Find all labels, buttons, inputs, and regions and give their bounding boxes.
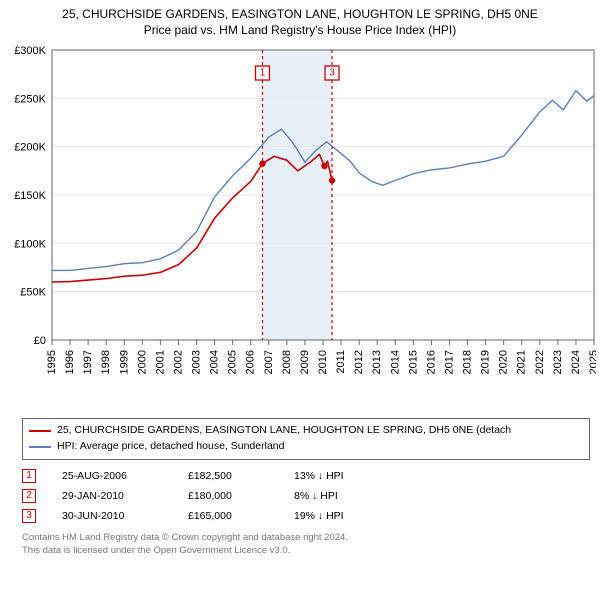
legend-label: HPI: Average price, detached house, Sund… [57,439,284,455]
svg-text:1996: 1996 [64,350,76,374]
svg-text:2012: 2012 [353,350,365,374]
svg-text:£100K: £100K [14,239,46,251]
svg-text:2011: 2011 [335,350,347,374]
footnote-line-1: Contains HM Land Registry data © Crown c… [22,532,348,543]
svg-text:2021: 2021 [516,350,528,374]
svg-text:1995: 1995 [46,350,58,374]
svg-text:2016: 2016 [425,350,437,374]
chart-svg: £0 £50K £100K £150K £200K £250K £300K 1995 1996 1… [4,42,596,412]
transaction-row: 1 25-AUG-2006 £182,500 13% ↓ HPI [22,466,590,486]
svg-text:£250K: £250K [14,94,46,106]
title-line-2: Price paid vs. HM Land Registry's House … [144,23,456,37]
chart-container: 25, CHURCHSIDE GARDENS, EASINGTON LANE, … [0,0,600,568]
transaction-diff: 13% ↓ HPI [294,470,394,482]
svg-text:2024: 2024 [570,350,582,374]
svg-text:£200K: £200K [14,142,46,154]
legend-item: 25, CHURCHSIDE GARDENS, EASINGTON LANE, … [29,423,583,439]
svg-text:£50K: £50K [20,287,46,299]
chart-plot-area: £0 £50K £100K £150K £200K £250K £300K 1995 1996 1… [4,42,596,412]
transaction-marker: 3 [22,509,36,523]
transaction-diff: 8% ↓ HPI [294,490,394,502]
svg-text:2008: 2008 [281,350,293,374]
transaction-price: £182,500 [188,470,268,482]
transaction-row: 2 29-JAN-2010 £180,000 8% ↓ HPI [22,486,590,506]
svg-text:2025: 2025 [588,350,596,374]
svg-text:2005: 2005 [227,350,239,374]
transaction-marker: 2 [22,489,36,503]
legend-box: 25, CHURCHSIDE GARDENS, EASINGTON LANE, … [22,418,590,460]
svg-text:2018: 2018 [462,350,474,374]
svg-text:£300K: £300K [14,45,46,57]
svg-text:1: 1 [260,68,266,79]
svg-text:2010: 2010 [317,350,329,374]
svg-text:2002: 2002 [172,350,184,374]
svg-text:2014: 2014 [389,350,401,374]
svg-text:3: 3 [329,68,335,79]
transactions-table: 1 25-AUG-2006 £182,500 13% ↓ HPI 2 29-JAN-201… [22,466,590,526]
svg-text:1999: 1999 [118,350,130,374]
transaction-price: £165,000 [188,510,268,522]
svg-text:2003: 2003 [191,350,203,374]
svg-text:2019: 2019 [480,350,492,374]
transaction-row: 3 30-JUN-2010 £165,000 19% ↓ HPI [22,506,590,526]
svg-text:2004: 2004 [209,350,221,374]
svg-text:2015: 2015 [407,350,419,374]
svg-text:2023: 2023 [552,350,564,374]
svg-text:£0: £0 [34,335,46,347]
svg-text:2007: 2007 [263,350,275,374]
svg-text:1997: 1997 [82,350,94,374]
legend-item: HPI: Average price, detached house, Sund… [29,439,583,455]
footnote: Contains HM Land Registry data © Crown c… [22,532,590,558]
footnote-line-2: This data is licensed under the Open Gov… [22,545,290,556]
transaction-price: £180,000 [188,490,268,502]
svg-text:£150K: £150K [14,190,46,202]
transaction-date: 29-JAN-2010 [62,490,162,502]
legend-label: 25, CHURCHSIDE GARDENS, EASINGTON LANE, … [57,423,511,439]
svg-text:2020: 2020 [498,350,510,374]
transaction-date: 30-JUN-2010 [62,510,162,522]
svg-text:2006: 2006 [245,350,257,374]
svg-text:2000: 2000 [136,350,148,374]
transaction-marker: 1 [22,469,36,483]
svg-text:2022: 2022 [534,350,546,374]
svg-text:2001: 2001 [154,350,166,374]
svg-text:2013: 2013 [371,350,383,374]
transaction-date: 25-AUG-2006 [62,470,162,482]
legend-swatch [29,430,51,432]
svg-text:2009: 2009 [299,350,311,374]
svg-text:2017: 2017 [443,350,455,374]
transaction-diff: 19% ↓ HPI [294,510,394,522]
chart-title: 25, CHURCHSIDE GARDENS, EASINGTON LANE, … [4,6,596,38]
svg-text:1998: 1998 [100,350,112,374]
legend-swatch [29,446,51,448]
title-line-1: 25, CHURCHSIDE GARDENS, EASINGTON LANE, … [62,7,538,21]
